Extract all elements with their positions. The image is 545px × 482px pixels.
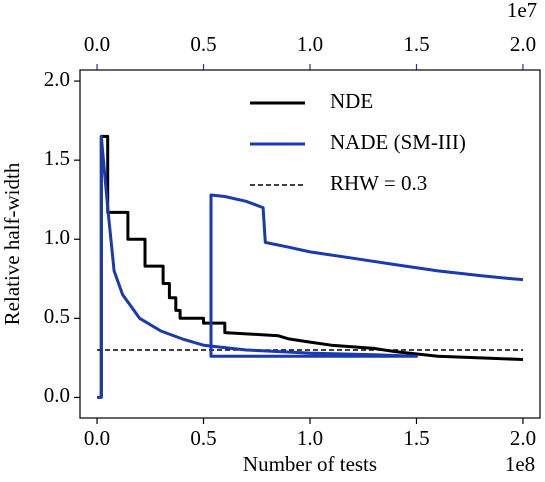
legend-label: NDE [330, 89, 373, 113]
x-offset-label: 1e8 [505, 452, 535, 476]
x2-tick-label: 1.5 [403, 32, 429, 56]
x2-offset-label: 1e7 [507, 0, 537, 22]
y-axis-label: Relative half-width [0, 162, 24, 325]
legend-label: NADE (SM-III) [330, 130, 466, 154]
y-tick-label: 1.5 [44, 146, 70, 170]
x2-tick-label: 0.0 [84, 32, 110, 56]
y-tick-label: 0.5 [44, 304, 70, 328]
x2-tick-label: 2.0 [510, 32, 536, 56]
series-line [97, 134, 524, 399]
series-line [99, 134, 524, 398]
legend-label: RHW = 0.3 [330, 171, 427, 195]
x-axis-label: Number of tests [243, 452, 377, 476]
y-tick-label: 1.0 [44, 225, 70, 249]
x-tick-label: 0.0 [84, 426, 110, 450]
x-tick-label: 1.5 [403, 426, 429, 450]
x-tick-label: 1.0 [297, 426, 323, 450]
plot-frame [79, 69, 541, 419]
y-tick-label: 2.0 [44, 67, 70, 91]
y-tick-label: 0.0 [44, 383, 70, 407]
x-tick-label: 0.5 [190, 426, 216, 450]
x-tick-label: 2.0 [510, 426, 536, 450]
x2-tick-label: 0.5 [190, 32, 216, 56]
x2-tick-label: 1.0 [297, 32, 323, 56]
